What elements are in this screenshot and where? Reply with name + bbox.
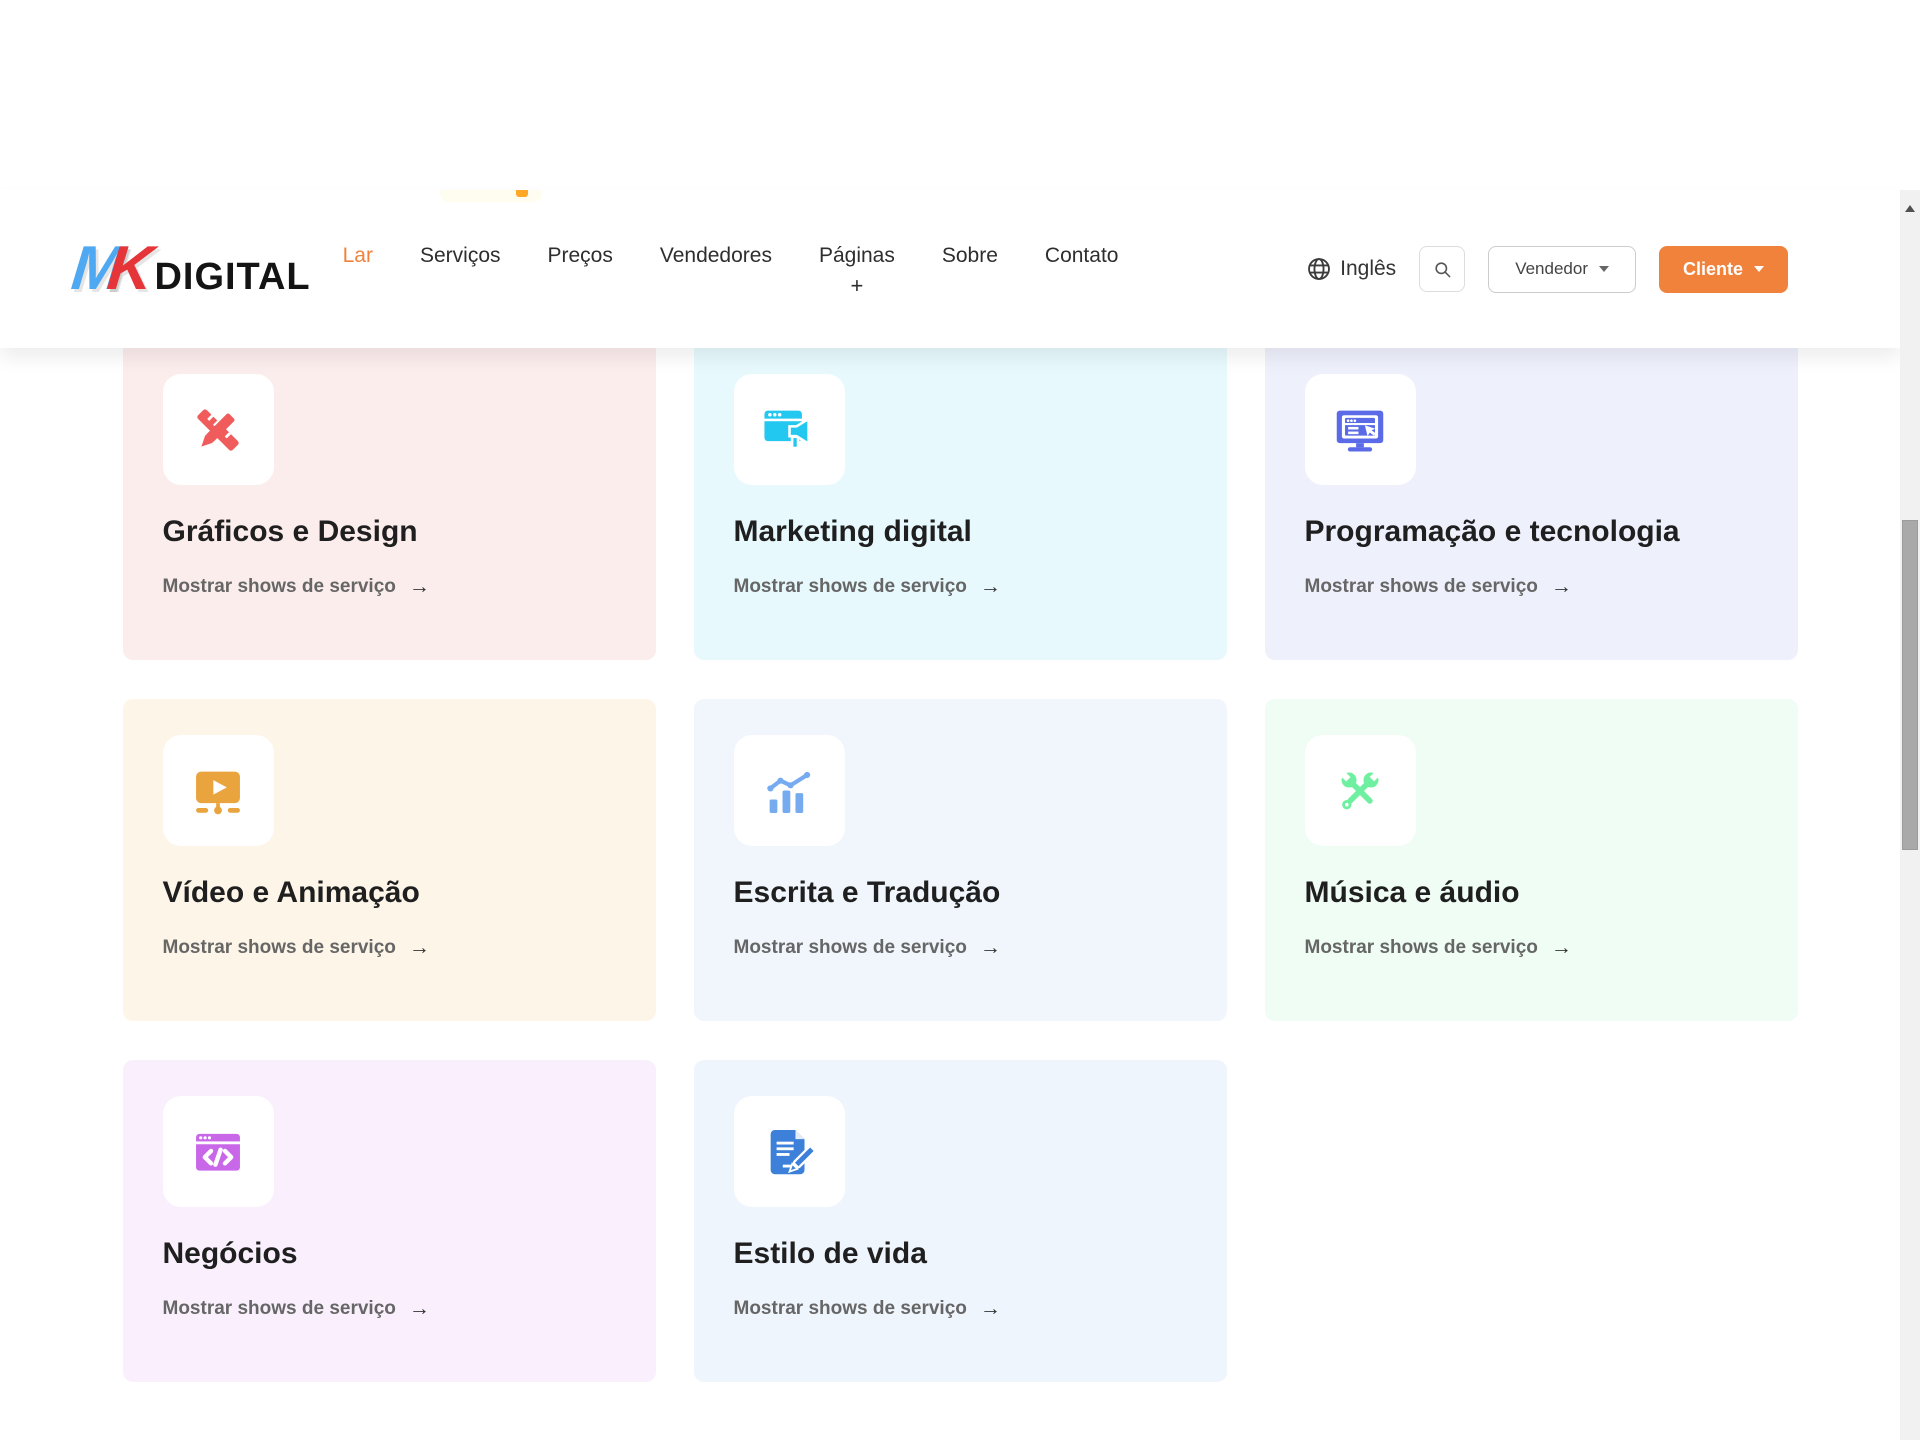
category-link-label: Mostrar shows de serviço [1304,576,1538,598]
category-show-services-link[interactable]: Mostrar shows de serviço → [1305,575,1572,599]
search-button[interactable] [1419,246,1466,292]
category-title: Gráficos e Design [162,515,418,549]
category-link-label: Mostrar shows de serviço [1304,937,1538,959]
vendor-dropdown[interactable]: Vendedor [1488,245,1636,293]
code-window-icon [196,1133,240,1171]
monitor-icon [1336,410,1384,452]
category-link-label: Mostrar shows de serviço [162,937,396,959]
category-icon-box [733,1096,845,1208]
category-title: Marketing digital [733,515,972,549]
nav-item-about[interactable]: Sobre [941,243,998,267]
arrow-right-icon: → [408,1297,430,1321]
category-show-services-link[interactable]: Mostrar shows de serviço → [1305,936,1572,960]
category-card-lifestyle[interactable]: Estilo de vida Mostrar shows de serviço … [693,1060,1227,1383]
category-icon-box [162,374,274,486]
category-card-writing-translation[interactable]: Escrita e Tradução Mostrar shows de serv… [693,699,1227,1022]
language-selector[interactable]: Inglês [1306,256,1396,282]
client-dropdown[interactable]: Cliente [1658,245,1788,293]
megaphone-window-icon [764,410,810,450]
category-link-label: Mostrar shows de serviço [733,937,967,959]
arrow-right-icon: → [979,575,1001,599]
pencil-ruler-icon [197,409,239,451]
scrollbar[interactable] [1900,190,1920,1440]
nav-item-pricing[interactable]: Preços [547,243,613,267]
arrow-right-icon: → [979,1297,1001,1321]
category-card-music-audio[interactable]: Música e áudio Mostrar shows de serviço … [1264,699,1798,1022]
category-icon-box [1304,374,1416,486]
nav-item-vendors[interactable]: Vendedores [659,243,772,267]
document-edit-icon [770,1129,816,1175]
category-link-label: Mostrar shows de serviço [733,576,967,598]
category-show-services-link[interactable]: Mostrar shows de serviço → [163,936,430,960]
category-show-services-link[interactable]: Mostrar shows de serviço → [734,575,1001,599]
categories-grid: Gráficos e Design Mostrar shows de servi… [122,338,1798,1383]
category-card-video-animation[interactable]: Vídeo e Animação Mostrar shows de serviç… [122,699,656,1022]
video-player-icon [196,771,240,815]
logo-text: DIGITAL [154,256,311,298]
main-nav: Lar Serviços Preços Vendedores Páginas +… [343,242,1119,297]
top-edge-orange-chip [516,190,528,197]
language-label: Inglês [1340,257,1397,280]
category-show-services-link[interactable]: Mostrar shows de serviço → [163,575,430,599]
page: M K DIGITAL Lar Serviços Preços Vendedores… [0,190,1920,1440]
category-card-programming-tech[interactable]: Programação e tecnologia Mostrar shows d… [1264,338,1798,661]
nav-item-pages[interactable]: Páginas + [819,242,895,297]
chart-icon [767,771,811,813]
arrow-right-icon: → [1550,936,1572,960]
category-show-services-link[interactable]: Mostrar shows de serviço → [734,1297,1001,1321]
arrow-right-icon: → [979,936,1001,960]
arrow-right-icon: → [1550,575,1572,599]
nav-item-services[interactable]: Serviços [419,243,501,267]
arrow-right-icon: → [408,936,430,960]
category-icon-box [162,1096,274,1208]
scrollbar-thumb[interactable] [1902,520,1918,850]
category-title: Estilo de vida [733,1237,927,1271]
vendor-dropdown-label: Vendedor [1515,259,1588,278]
globe-icon [1308,258,1331,280]
category-show-services-link[interactable]: Mostrar shows de serviço → [163,1297,430,1321]
category-show-services-link[interactable]: Mostrar shows de serviço → [734,936,1001,960]
category-link-label: Mostrar shows de serviço [162,576,396,598]
category-icon-box [733,374,845,486]
arrow-right-icon: → [408,575,430,599]
category-link-label: Mostrar shows de serviço [733,1298,967,1320]
navbar: M K DIGITAL Lar Serviços Preços Vendedores… [0,190,1900,348]
chevron-down-icon [1598,266,1609,272]
nav-item-pages-label[interactable]: Páginas [818,243,895,267]
chevron-down-icon [1754,266,1764,272]
nav-item-contact[interactable]: Contato [1044,243,1119,267]
category-title: Vídeo e Animação [162,876,420,910]
category-title: Música e áudio [1304,876,1520,910]
tools-icon [1340,770,1381,810]
category-title: Negócios [162,1237,298,1271]
category-title: Programação e tecnologia [1304,515,1680,549]
plus-icon: + [850,272,864,298]
navbar-actions: Inglês Vendedor Cliente [1306,245,1900,293]
category-card-graphics-design[interactable]: Gráficos e Design Mostrar shows de servi… [122,338,656,661]
category-icon-box [162,735,274,847]
category-card-digital-marketing[interactable]: Marketing digital Mostrar shows de servi… [693,338,1227,661]
category-title: Escrita e Tradução [733,876,1001,910]
logo-letter-k: K [104,234,157,303]
client-dropdown-label: Cliente [1682,258,1743,279]
category-icon-box [733,735,845,847]
nav-item-home[interactable]: Lar [342,243,373,267]
logo[interactable]: M K DIGITAL [68,234,311,303]
category-icon-box [1304,735,1416,847]
search-icon [1435,261,1451,277]
scrollbar-up-arrow[interactable] [1905,205,1915,212]
category-link-label: Mostrar shows de serviço [162,1298,396,1320]
category-card-business[interactable]: Negócios Mostrar shows de serviço → [122,1060,656,1383]
